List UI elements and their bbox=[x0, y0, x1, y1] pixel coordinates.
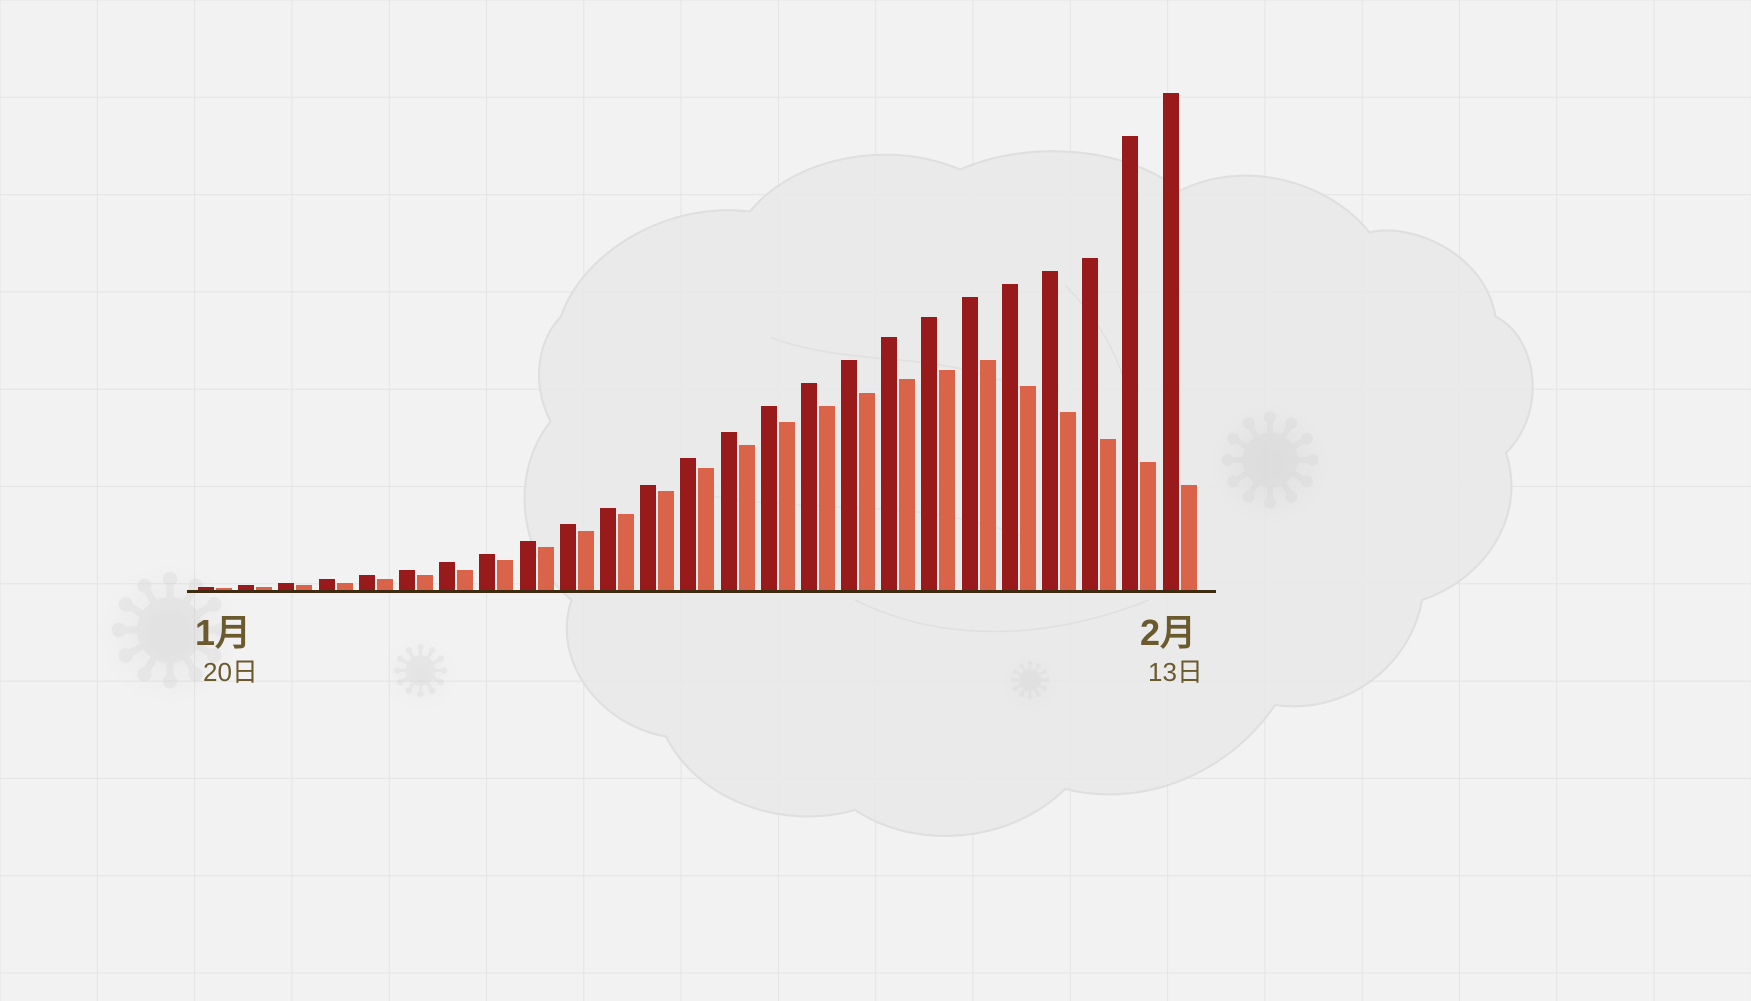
series-b-bar bbox=[1060, 412, 1076, 590]
bar-pair bbox=[195, 80, 235, 590]
series-b-bar bbox=[939, 370, 955, 590]
bar-pair bbox=[517, 80, 557, 590]
series-a-bar bbox=[1082, 258, 1098, 590]
series-b-bar bbox=[899, 379, 915, 590]
bar-pair bbox=[476, 80, 516, 590]
series-a-bar bbox=[640, 485, 656, 590]
series-b-bar bbox=[497, 560, 513, 590]
bar-pair bbox=[1079, 80, 1119, 590]
bar-pair bbox=[798, 80, 838, 590]
bar-pair bbox=[918, 80, 958, 590]
series-a-bar bbox=[1042, 271, 1058, 590]
bar-pair bbox=[838, 80, 878, 590]
bar-pair bbox=[396, 80, 436, 590]
series-b-bar bbox=[377, 579, 393, 590]
series-a-bar bbox=[761, 406, 777, 590]
series-b-bar bbox=[1100, 439, 1116, 590]
series-a-bar bbox=[962, 297, 978, 590]
bar-pair bbox=[1160, 80, 1200, 590]
bars-container bbox=[195, 80, 1200, 590]
series-b-bar bbox=[698, 468, 714, 590]
bar-pair bbox=[1039, 80, 1079, 590]
series-a-bar bbox=[841, 360, 857, 590]
series-b-bar bbox=[859, 393, 875, 590]
bar-pair bbox=[316, 80, 356, 590]
bar-pair bbox=[557, 80, 597, 590]
series-a-bar bbox=[278, 583, 294, 590]
series-b-bar bbox=[578, 531, 594, 590]
bar-pair bbox=[878, 80, 918, 590]
series-a-bar bbox=[1002, 284, 1018, 590]
series-b-bar bbox=[457, 570, 473, 590]
series-b-bar bbox=[538, 547, 554, 590]
series-b-bar bbox=[739, 445, 755, 590]
series-a-bar bbox=[479, 554, 495, 590]
series-a-bar bbox=[520, 541, 536, 590]
bar-pair bbox=[1119, 80, 1159, 590]
bar-pair bbox=[235, 80, 275, 590]
series-a-bar bbox=[560, 524, 576, 590]
bar-pair bbox=[356, 80, 396, 590]
x-axis-line bbox=[187, 590, 1216, 593]
series-b-bar bbox=[779, 422, 795, 590]
series-a-bar bbox=[319, 579, 335, 590]
bar-pair bbox=[758, 80, 798, 590]
series-a-bar bbox=[721, 432, 737, 590]
bar-chart: 1月 20日 2月 13日 bbox=[0, 0, 1751, 1001]
series-a-bar bbox=[921, 317, 937, 590]
series-b-bar bbox=[417, 575, 433, 590]
chart-canvas: 1月 20日 2月 13日 bbox=[0, 0, 1751, 1001]
series-a-bar bbox=[399, 570, 415, 590]
series-a-bar bbox=[1122, 136, 1138, 590]
month-start-label: 1月 bbox=[195, 604, 251, 656]
bar-pair bbox=[275, 80, 315, 590]
series-a-bar bbox=[680, 458, 696, 590]
series-a-bar bbox=[600, 508, 616, 590]
bar-pair bbox=[637, 80, 677, 590]
series-b-bar bbox=[618, 514, 634, 590]
bar-pair bbox=[717, 80, 757, 590]
series-b-bar bbox=[337, 583, 353, 590]
series-a-bar bbox=[801, 383, 817, 590]
series-a-bar bbox=[881, 337, 897, 590]
bar-pair bbox=[597, 80, 637, 590]
bar-pair bbox=[436, 80, 476, 590]
series-a-bar bbox=[359, 575, 375, 590]
day-end-label: 13日 bbox=[1148, 652, 1203, 689]
series-b-bar bbox=[1181, 485, 1197, 590]
series-a-bar bbox=[439, 562, 455, 590]
series-b-bar bbox=[819, 406, 835, 590]
series-b-bar bbox=[1140, 462, 1156, 590]
bar-pair bbox=[677, 80, 717, 590]
series-b-bar bbox=[1020, 386, 1036, 590]
bar-pair bbox=[959, 80, 999, 590]
bar-pair bbox=[999, 80, 1039, 590]
month-end-label: 2月 bbox=[1140, 604, 1196, 656]
series-a-bar bbox=[1163, 93, 1179, 590]
day-start-label: 20日 bbox=[203, 652, 258, 689]
series-b-bar bbox=[658, 491, 674, 590]
series-b-bar bbox=[980, 360, 996, 590]
